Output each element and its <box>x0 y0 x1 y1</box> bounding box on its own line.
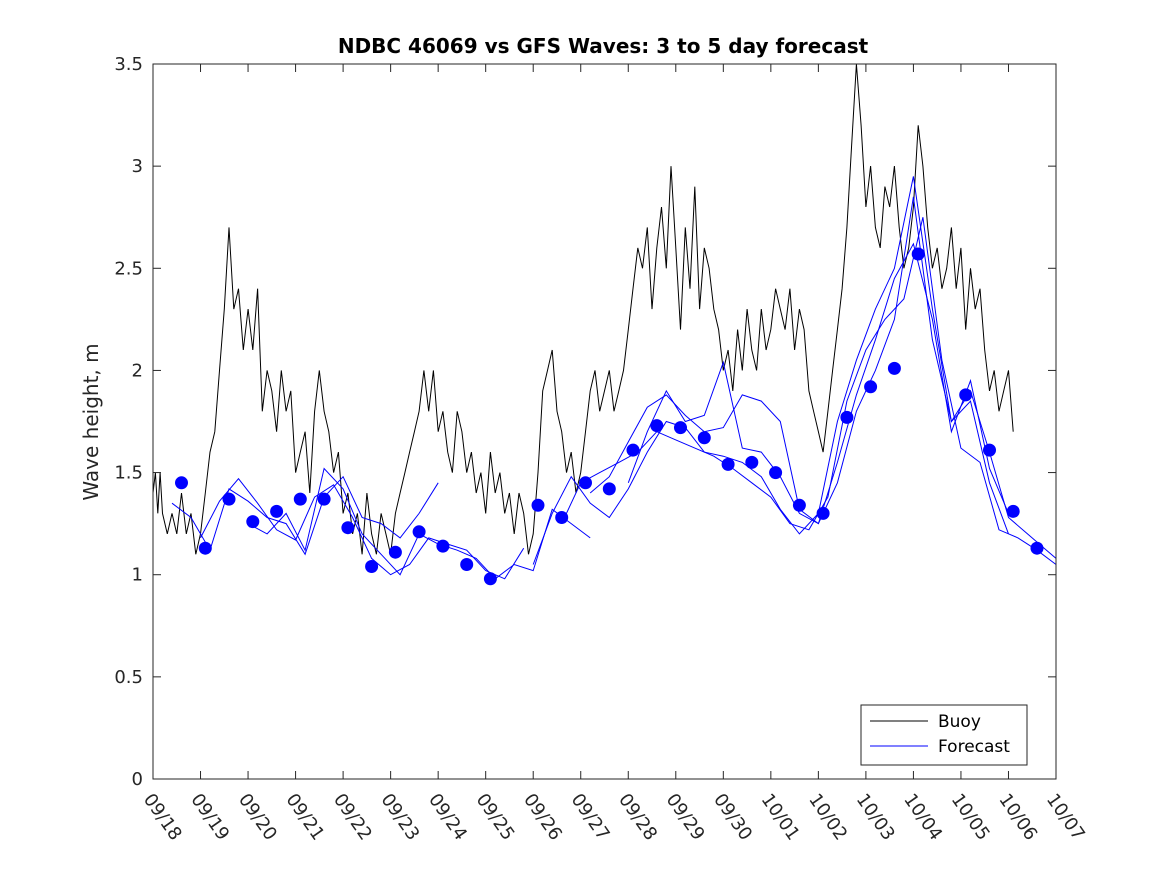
forecast-marker <box>341 521 355 535</box>
forecast-marker <box>293 492 307 506</box>
forecast-marker <box>674 421 687 435</box>
forecast-marker <box>721 457 735 471</box>
forecast-marker <box>959 388 973 402</box>
plot-area <box>152 63 1057 586</box>
forecast-marker <box>388 545 402 559</box>
series-forecast <box>171 176 1057 580</box>
legend-box <box>860 704 1028 766</box>
legend: Buoy Forecast <box>860 704 1028 766</box>
forecast-marker <box>650 419 664 433</box>
forecast-marker <box>602 482 616 496</box>
y-tick-label: 1.5 <box>114 463 143 484</box>
forecast-marker <box>246 515 260 529</box>
forecast-marker <box>792 498 806 512</box>
chart-title: NDBC 46069 vs GFS Waves: 3 to 5 day fore… <box>338 34 869 58</box>
forecast-marker <box>198 541 212 555</box>
forecast-marker <box>626 443 640 457</box>
series-buoy <box>152 63 1014 555</box>
forecast-marker <box>745 455 759 469</box>
forecast-marker <box>887 361 901 375</box>
forecast-line-1 <box>171 475 439 556</box>
forecast-marker <box>483 572 497 586</box>
forecast-marker <box>697 431 711 445</box>
y-tick-label: 2 <box>132 360 143 381</box>
y-tick-label: 0.5 <box>114 667 143 688</box>
forecast-marker <box>222 492 236 506</box>
forecast-marker <box>911 247 925 261</box>
forecast-marker <box>365 560 379 573</box>
y-tick-label: 3 <box>132 156 143 177</box>
y-tick-label: 0 <box>132 769 143 790</box>
forecast-marker <box>1030 541 1044 555</box>
forecast-marker <box>769 466 783 480</box>
buoy-line <box>152 63 1014 555</box>
forecast-marker <box>436 539 450 553</box>
forecast-marker <box>412 525 426 539</box>
y-axis: 0 0.5 1 1.5 2 2.5 3 3.5 <box>114 54 1056 790</box>
forecast-line-5 <box>561 217 1057 565</box>
forecast-marker <box>317 492 331 506</box>
forecast-marker <box>270 504 284 518</box>
forecast-marker <box>460 558 474 571</box>
forecast-marker <box>983 443 996 457</box>
forecast-marker <box>1006 504 1020 518</box>
plot-frame <box>152 63 1057 780</box>
forecast-marker <box>531 498 545 512</box>
y-tick-label: 1 <box>132 565 143 586</box>
forecast-marker <box>864 380 878 394</box>
forecast-marker <box>175 476 188 490</box>
legend-forecast-label: Forecast <box>938 737 1010 757</box>
y-tick-label: 3.5 <box>114 54 143 75</box>
forecast-line-2 <box>200 477 525 580</box>
forecast-marker <box>579 476 592 490</box>
forecast-marker <box>840 410 854 424</box>
y-axis-label: Wave height, m <box>79 343 103 500</box>
y-tick-label: 2.5 <box>114 258 143 279</box>
forecast-marker <box>555 511 569 524</box>
forecast-line-7 <box>627 196 1009 535</box>
legend-buoy-label: Buoy <box>938 712 981 732</box>
forecast-markers <box>175 247 1044 586</box>
forecast-marker <box>816 506 830 520</box>
